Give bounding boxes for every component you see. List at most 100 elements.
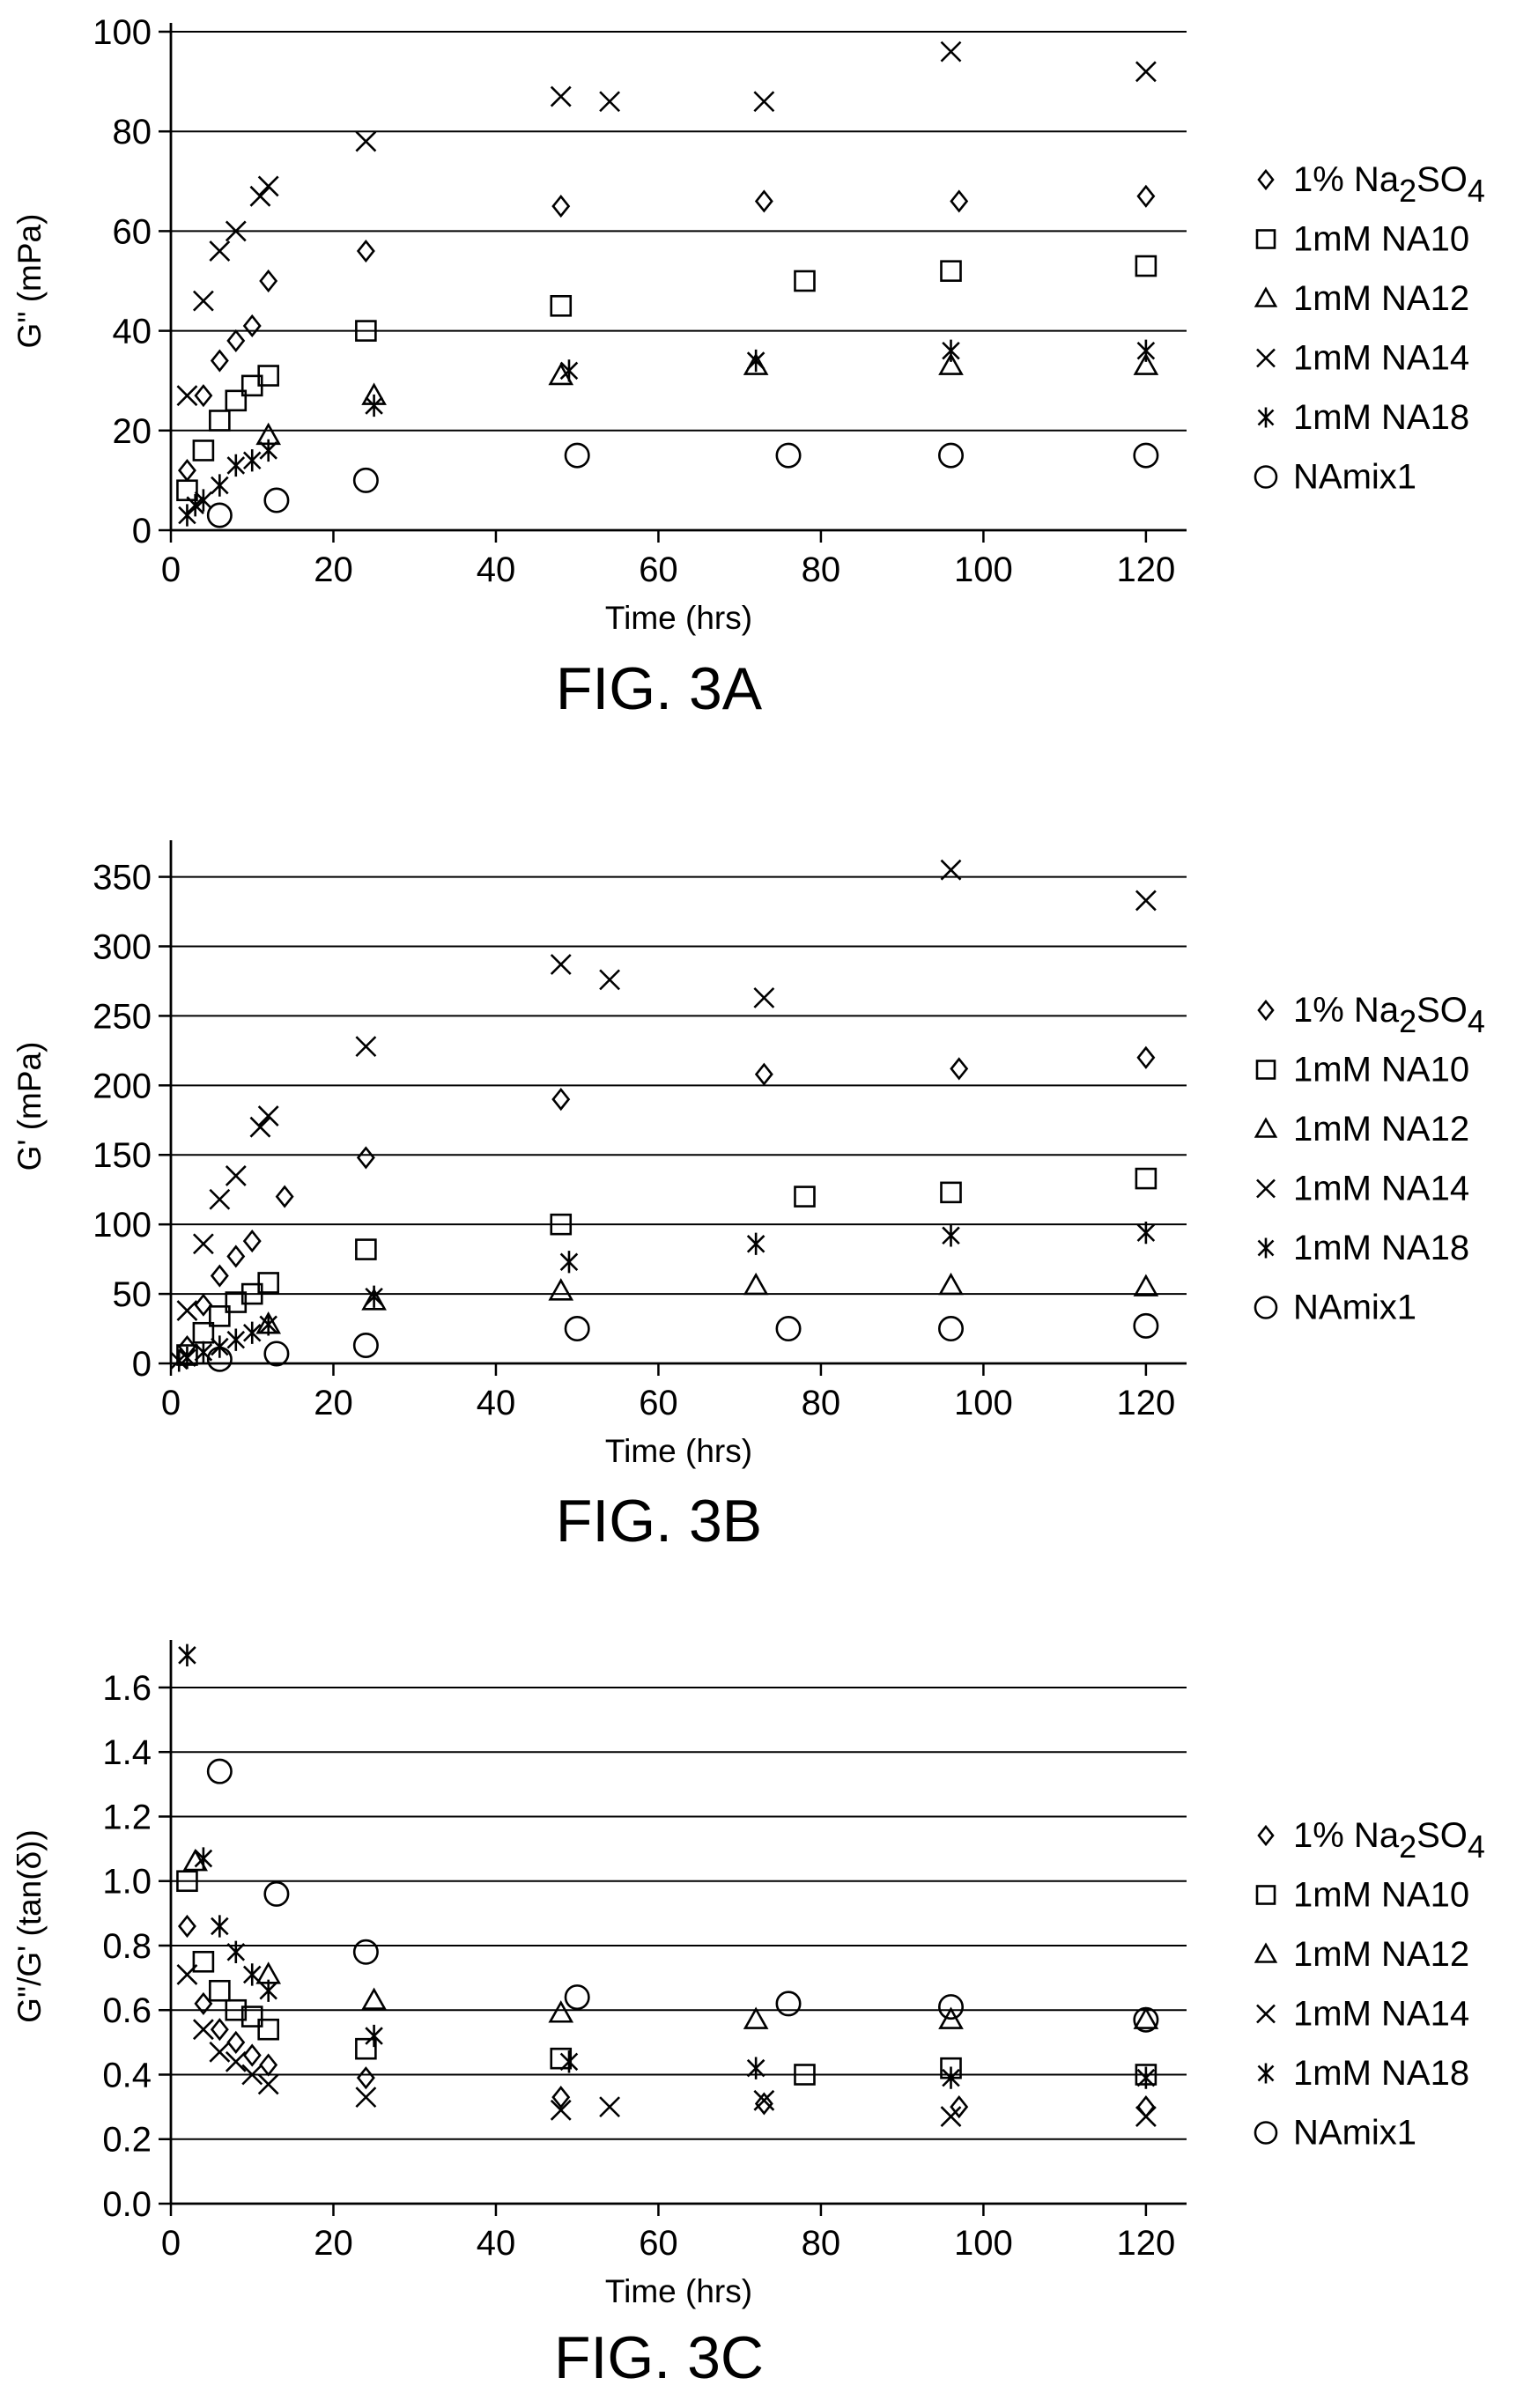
legend-label: NAmix1	[1293, 2114, 1416, 2153]
data-point	[550, 85, 572, 107]
data-point	[942, 2066, 960, 2089]
figure-label: FIG. 3C	[554, 2324, 764, 2391]
legend-marker-diamond	[1257, 999, 1275, 1022]
data-point	[1136, 339, 1156, 362]
x-tick-label: 0	[161, 550, 181, 589]
y-tick-label: 150	[92, 1136, 152, 1175]
legend-marker-asterisk	[1257, 407, 1275, 428]
data-point	[176, 385, 198, 407]
data-point	[209, 240, 231, 262]
x-tick-label: 0	[161, 2224, 181, 2263]
data-point	[225, 1165, 247, 1186]
legend-marker-circle	[1254, 2121, 1278, 2145]
y-tick-label: 0.6	[102, 1991, 152, 2030]
data-point	[559, 359, 579, 382]
data-point	[242, 314, 262, 338]
data-point	[242, 1230, 262, 1253]
data-point	[178, 1643, 196, 1666]
data-point	[938, 2006, 964, 2029]
legend-marker-triangle	[1254, 1942, 1278, 1963]
data-point	[1133, 1274, 1159, 1296]
data-point	[355, 130, 377, 152]
data-point	[259, 269, 278, 293]
x-tick-label: 80	[802, 2224, 841, 2263]
data-point	[1136, 2095, 1156, 2119]
data-point	[242, 1963, 262, 1986]
series-circle	[206, 1312, 1159, 1372]
data-point	[263, 1880, 290, 1907]
data-point	[794, 1186, 816, 1208]
y-tick-label: 1.0	[102, 1863, 152, 1902]
series-diamond	[177, 1045, 1156, 1359]
data-point	[209, 410, 231, 432]
data-point	[599, 969, 621, 991]
data-point	[1135, 2106, 1157, 2128]
data-point	[240, 1282, 263, 1305]
x-tick-label: 60	[639, 1384, 678, 1422]
data-point	[1136, 2066, 1156, 2089]
data-point	[176, 1964, 198, 1985]
legend-marker-x	[1256, 348, 1276, 368]
data-point	[564, 442, 590, 469]
legend-label: 1mM NA14	[1293, 339, 1469, 378]
data-point	[746, 349, 766, 373]
data-point	[794, 2064, 816, 2086]
data-point	[942, 1224, 960, 1247]
legend: 1% Na2SO4 1mM NA10 1mM NA12 1mM NA14 1mM NA1…	[1254, 1816, 1485, 2153]
data-point	[355, 320, 377, 342]
legend-label: 1mM NA10	[1293, 220, 1469, 259]
data-point	[352, 1939, 379, 1965]
data-point	[559, 2050, 579, 2073]
data-point	[942, 339, 960, 362]
data-point	[249, 1116, 271, 1138]
data-point	[257, 365, 279, 387]
data-point	[550, 1213, 573, 1236]
series-diamond	[177, 184, 1156, 483]
y-tick-label: 40	[113, 313, 152, 351]
x-tick-label: 20	[314, 2224, 353, 2263]
data-point	[559, 1251, 579, 1274]
y-tick-label: 1.4	[102, 1733, 152, 1772]
data-point	[209, 1188, 231, 1210]
y-tick-label: 60	[113, 212, 152, 251]
data-point	[950, 2095, 969, 2119]
legend-marker-x	[1256, 2004, 1276, 2024]
data-point	[211, 1915, 229, 1938]
data-point	[241, 2064, 263, 2086]
data-point	[257, 175, 279, 197]
data-point	[178, 504, 196, 527]
y-axis-label: G" (mPa)	[11, 214, 48, 349]
x-tick-label: 60	[639, 550, 678, 589]
data-point	[754, 2092, 773, 2116]
data-point	[743, 1272, 769, 1296]
data-point	[352, 467, 379, 493]
y-tick-label: 100	[92, 13, 152, 52]
series-triangle	[255, 1272, 1159, 1334]
data-point	[361, 1288, 387, 1311]
data-point	[192, 2019, 214, 2041]
data-point	[192, 1950, 215, 1973]
data-point	[242, 1321, 262, 1344]
y-tick-label: 100	[92, 1206, 152, 1245]
y-tick-label: 1.6	[102, 1669, 152, 1708]
data-point	[550, 2099, 572, 2121]
data-point	[194, 1847, 213, 1870]
data-point	[259, 1313, 277, 1336]
data-point	[206, 502, 233, 528]
x-tick-label: 80	[802, 550, 841, 589]
data-point	[550, 954, 572, 975]
data-point	[176, 479, 198, 502]
data-point	[365, 2024, 383, 2048]
series-x	[176, 41, 1157, 407]
legend-label: NAmix1	[1293, 458, 1416, 497]
legend-label: 1% Na2SO4	[1293, 991, 1485, 1039]
y-axis-label: G"/G' (tan(δ))	[11, 1829, 48, 2023]
legend-label: 1mM NA14	[1293, 1995, 1469, 2034]
data-point	[176, 1300, 198, 1321]
data-point	[548, 1278, 574, 1301]
data-point	[257, 2018, 279, 2041]
data-point	[225, 2050, 247, 2072]
data-point	[564, 1316, 590, 1342]
data-point	[550, 294, 573, 317]
